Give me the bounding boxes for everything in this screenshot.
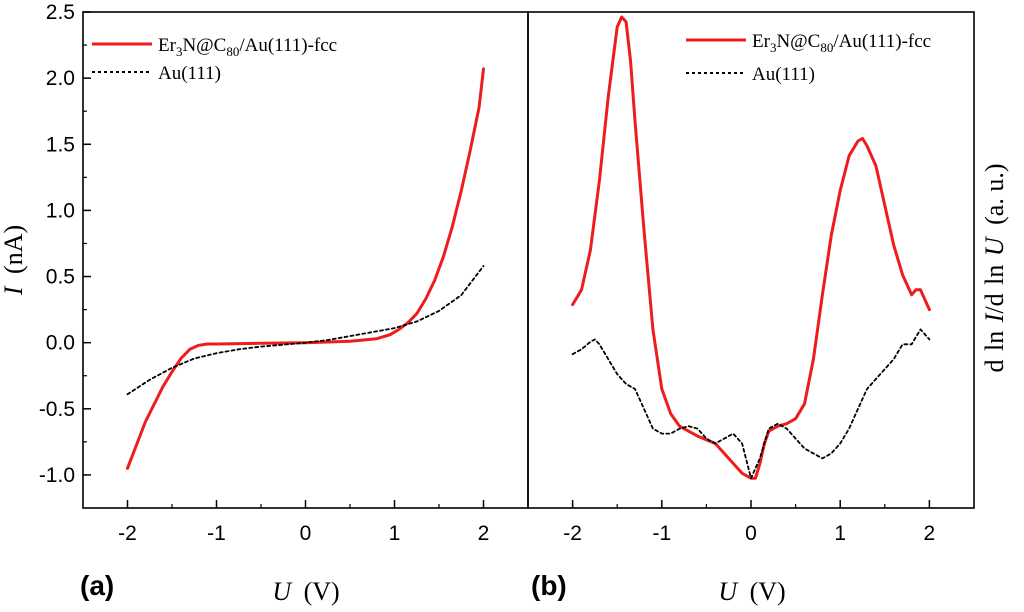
panel-a-xtick-label-0: -2 [118, 522, 137, 545]
panel-a-ytick-label-5: 1.5 [46, 133, 75, 156]
panel-b-xtick-label-1: -1 [652, 522, 671, 545]
panel-a-ytick-label-1: -0.5 [39, 398, 75, 421]
panel-a-xlabel-var: U [272, 577, 293, 606]
panel-b-legend-label-reference: Au(111) [752, 64, 815, 85]
panel-b-xtick-label-3: 1 [834, 522, 846, 545]
panel-a-label: (a) [80, 570, 114, 601]
panel-a-ylabel-unit: (nA) [0, 225, 28, 274]
panel-a-ytick-label-2: 0.0 [46, 332, 75, 355]
panel-b-series-sample-line [571, 15, 931, 480]
panel-b-xtick-label-2: 0 [745, 522, 757, 545]
panel-b-ylabel: d ln I/d ln U (a. u.) [980, 163, 1009, 372]
panel-b-axes: -2 -1 0 1 2 [563, 500, 935, 545]
panel-b-legend-label-sample: Er3N@C80/Au(111)-fcc [752, 31, 931, 55]
panel-b-legend: Er3N@C80/Au(111)-fcc Au(111) [686, 31, 931, 85]
panel-a-ytick-label-7: 2.5 [46, 1, 75, 24]
panel-a-ytick-label-3: 0.5 [46, 266, 75, 289]
panel-a-series [126, 67, 485, 470]
panel-b-series [571, 15, 931, 480]
panel-b: -2 -1 0 1 2 d ln I/d ln U (a. u.) U (V) (b) … [527, 11, 1009, 606]
panel-a-xlabel: U (V) [272, 577, 339, 606]
panel-a-ylabel-var: I [0, 285, 28, 296]
panel-b-xtick-label-0: -2 [563, 522, 582, 545]
panel-a: -2 -1 0 1 2 -1.0 -0.5 0.0 0.5 1.0 1.5 2.0 2.5 I (nA)… [0, 1, 529, 606]
panel-a-legend: Er3N@C80/Au(111)-fcc Au(111) [92, 35, 337, 84]
panel-b-series-reference-line [571, 328, 931, 480]
panel-a-axes: -2 -1 0 1 2 -1.0 -0.5 0.0 0.5 1.0 1.5 2.0 2.5 [39, 1, 490, 545]
panel-b-label: (b) [531, 570, 567, 601]
panel-a-frame [82, 11, 529, 509]
panel-a-xtick-label-2: 0 [300, 522, 312, 545]
panel-a-xlabel-unit: (V) [304, 577, 340, 606]
panel-a-series-sample-line [126, 67, 485, 470]
panel-b-xtick-label-4: 2 [924, 522, 936, 545]
panel-b-xlabel-unit: (V) [750, 577, 786, 606]
panel-b-xlabel-var: U [718, 577, 739, 606]
panel-a-ytick-label-4: 1.0 [46, 199, 75, 222]
panel-a-xtick-label-1: -1 [207, 522, 226, 545]
panel-a-ytick-label-6: 2.0 [46, 67, 75, 90]
panel-a-ylabel: I (nA) [0, 225, 28, 296]
panel-a-legend-label-sample: Er3N@C80/Au(111)-fcc [158, 35, 337, 59]
panel-a-series-reference-line [126, 265, 485, 396]
panel-b-frame [527, 11, 975, 509]
panel-a-xtick-label-4: 2 [478, 522, 490, 545]
panel-b-xlabel: U (V) [718, 577, 785, 606]
panel-a-xtick-label-3: 1 [389, 522, 401, 545]
panel-a-ytick-label-0: -1.0 [39, 464, 75, 487]
panel-a-legend-label-reference: Au(111) [158, 63, 221, 84]
